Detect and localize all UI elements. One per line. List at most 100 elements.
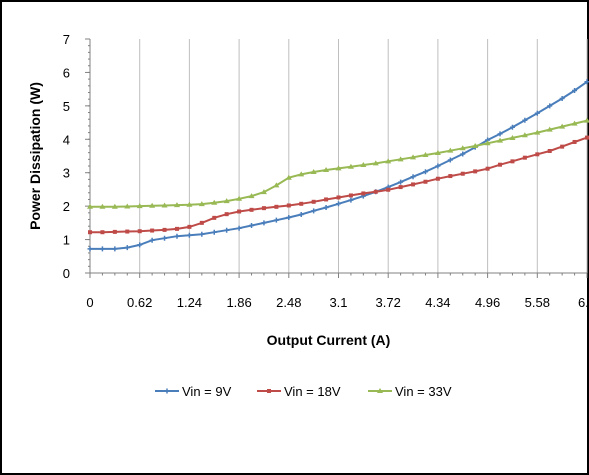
data-point [423,179,428,184]
data-point [572,139,577,144]
data-point [546,126,553,132]
data-point [422,169,428,175]
x-tick-label: 0.62 [127,295,152,310]
data-point [435,176,440,181]
x-tick-label: 0 [86,295,93,310]
data-point [410,174,416,180]
data-point [335,165,342,171]
data-point [472,142,479,148]
x-tick-label: 5.58 [525,295,550,310]
data-point [248,193,255,199]
data-point [273,182,280,188]
legend-label: Vin = 9V [182,384,232,399]
data-point [348,197,354,203]
data-point [522,117,528,123]
data-point [87,246,93,252]
data-point [249,223,255,229]
data-point [174,226,179,231]
data-point [112,229,117,234]
legend-marker [267,389,271,393]
x-tick-label: 3.72 [376,295,401,310]
data-point [199,231,205,237]
data-point [161,202,168,208]
data-point [298,212,304,217]
data-point [173,202,180,208]
data-point [274,204,279,209]
data-point [385,158,392,164]
data-point [447,147,454,153]
data-point [497,137,504,143]
data-point [510,159,515,164]
data-point [112,246,118,252]
data-point [298,171,305,177]
grid [139,39,588,273]
data-point [88,230,92,235]
y-tick-label: 2 [63,199,70,214]
x-tick-labels: 0 0.62 1.24 1.86 2.48 3.1 3.72 4.34 4.96 5.58 6.2 [86,295,589,310]
data-point [286,215,292,221]
y-axis-title: Power Dissipation (W) [27,82,43,230]
data-point [559,96,565,102]
y-tick-label: 1 [63,233,70,248]
series-lines [87,79,589,252]
data-point [572,87,578,93]
series-2 [88,135,589,235]
data-point [547,103,553,109]
data-point [534,129,541,135]
data-point [398,179,404,185]
data-point [162,235,168,241]
data-point [187,224,192,229]
data-point [137,242,143,248]
data-point [211,199,218,205]
x-tick-label: 6.2 [578,295,589,310]
data-point [323,204,329,210]
data-point [198,201,205,207]
data-point [310,169,317,175]
data-point [273,217,279,223]
x-tick-label: 4.34 [425,295,450,310]
y-tick-label: 3 [63,166,70,181]
data-point [585,135,589,140]
data-point [571,120,578,126]
data-point [211,229,217,235]
data-point [223,198,230,204]
data-point [560,144,565,149]
data-point [261,206,266,211]
legend-label: Vin = 33V [395,384,452,399]
data-point [398,185,403,190]
data-point [100,230,105,235]
legend: Vin = 9V Vin = 18V Vin = 33V [155,384,452,399]
data-point [473,169,478,174]
x-tick-label: 2.48 [276,295,301,310]
series-3 [87,117,589,209]
data-point [411,182,416,187]
data-point [535,152,540,157]
data-point [336,195,341,200]
data-point [547,148,552,153]
legend-item: Vin = 18V [257,384,341,399]
data-point [534,110,540,116]
data-point [459,145,466,151]
data-point [522,155,527,160]
data-point [237,209,242,214]
data-point [136,203,143,209]
data-point [285,174,292,180]
y-tick-label: 7 [63,32,70,47]
data-point [224,227,230,233]
data-point [199,220,204,225]
data-point [361,191,366,196]
y-tick-label: 5 [63,99,70,114]
data-point [186,201,193,207]
data-point [584,117,589,123]
y-tick-label: 4 [63,132,70,147]
data-point [260,189,267,195]
data-point [149,202,156,208]
y-tick-label: 6 [63,65,70,80]
data-point [447,157,453,163]
x-tick-label: 1.24 [177,295,202,310]
data-point [559,123,566,129]
data-point [186,232,192,238]
data-point [386,187,391,192]
